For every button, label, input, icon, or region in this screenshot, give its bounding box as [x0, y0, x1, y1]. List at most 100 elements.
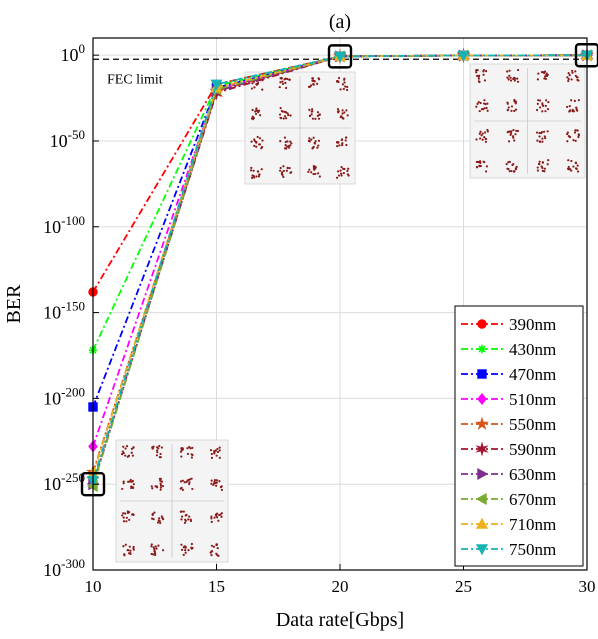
constellation-point — [252, 169, 255, 172]
constellation-point — [568, 136, 572, 139]
constellation-point — [317, 117, 321, 120]
constellation-point — [154, 553, 157, 557]
constellation-point — [252, 116, 255, 120]
constellation-point — [156, 446, 159, 449]
data-series — [85, 47, 595, 492]
constellation-point — [340, 165, 343, 169]
constellation-point — [278, 113, 282, 116]
constellation-point — [215, 543, 219, 546]
constellation-point — [188, 515, 191, 518]
constellation-point — [153, 547, 156, 551]
constellation-point — [150, 545, 153, 548]
constellation-point — [484, 131, 487, 134]
constellation-point — [189, 447, 192, 450]
constellation-point — [158, 520, 161, 523]
legend-item: 630nm — [461, 465, 556, 484]
constellation-point — [347, 167, 350, 170]
constellation-point — [132, 546, 135, 550]
x-tick-label: 20 — [332, 577, 349, 596]
constellation-point — [281, 173, 284, 176]
constellation-point — [124, 447, 127, 450]
constellation-point — [484, 137, 488, 141]
constellation-point — [342, 87, 345, 91]
constellation-point — [340, 174, 343, 177]
constellation-point — [314, 166, 317, 169]
constellation-point — [483, 136, 486, 139]
constellation-point — [516, 80, 520, 83]
constellation-point — [253, 86, 256, 89]
y-tick-label: 10-150 — [43, 299, 85, 323]
fec-limit: FEC limit — [93, 58, 587, 87]
constellation-point — [210, 520, 213, 523]
constellation-point — [289, 144, 292, 147]
constellation-point — [129, 478, 132, 482]
constellation-point — [482, 73, 485, 76]
legend-item: 590nm — [461, 440, 556, 459]
constellation-point — [122, 520, 126, 523]
constellation-point — [339, 169, 342, 172]
constellation-point — [346, 85, 349, 89]
constellation-point — [180, 510, 183, 513]
constellation-point — [286, 77, 289, 81]
constellation-point — [538, 131, 541, 135]
constellation-point — [157, 544, 160, 547]
constellation-point — [514, 108, 518, 111]
constellation-point — [512, 136, 515, 139]
constellation-point — [185, 480, 188, 484]
constellation-point — [310, 113, 313, 116]
constellation-point — [481, 132, 484, 135]
constellation-point — [513, 170, 516, 173]
chart-title: (a) — [329, 11, 351, 33]
constellation-point — [216, 450, 220, 454]
constellation-point — [535, 131, 539, 134]
constellation-point — [121, 487, 124, 491]
constellation-point — [184, 549, 187, 552]
constellation-point — [159, 479, 162, 482]
constellation-point — [344, 85, 347, 88]
constellation-point — [336, 145, 339, 148]
constellation-point — [255, 109, 258, 112]
constellation-point — [122, 482, 125, 485]
constellation-point — [282, 117, 285, 120]
constellation-point — [160, 480, 164, 483]
constellation-point — [546, 107, 550, 111]
constellation-point — [155, 547, 158, 550]
constellation-point — [477, 101, 480, 104]
constellation-point — [279, 107, 282, 110]
constellation-point — [184, 514, 187, 517]
constellation-point — [543, 167, 546, 170]
constellation-point — [132, 513, 135, 516]
constellation-point — [346, 114, 349, 117]
constellation-point — [250, 176, 254, 179]
constellation-point — [544, 110, 547, 113]
constellation-point — [153, 511, 156, 514]
constellation-point — [486, 109, 489, 112]
legend-label: 430nm — [509, 340, 556, 359]
constellation-point — [258, 143, 262, 146]
constellation-point — [537, 162, 541, 166]
constellation-point — [574, 161, 578, 164]
constellation-point — [566, 140, 569, 143]
constellation-point — [342, 171, 345, 175]
constellation-point — [210, 452, 213, 456]
constellation-point — [313, 80, 316, 83]
constellation-point — [476, 74, 479, 78]
constellation-point — [220, 485, 223, 488]
constellation-point — [155, 449, 159, 452]
constellation-point — [484, 102, 487, 106]
constellation-point — [180, 518, 183, 521]
constellation-point — [577, 134, 580, 137]
constellation-point — [485, 106, 488, 110]
constellation-point — [286, 140, 289, 143]
constellation-point — [256, 135, 259, 139]
x-axis-label: Data rate[Gbps] — [276, 609, 404, 631]
constellation-point — [131, 454, 134, 457]
constellation-point — [260, 168, 263, 171]
constellation-point — [478, 109, 481, 113]
constellation-point — [279, 166, 282, 170]
constellation-point — [540, 70, 544, 74]
data-point — [475, 492, 487, 506]
constellation-point — [340, 115, 343, 118]
constellation-point — [477, 74, 481, 77]
constellation-point — [537, 72, 540, 75]
